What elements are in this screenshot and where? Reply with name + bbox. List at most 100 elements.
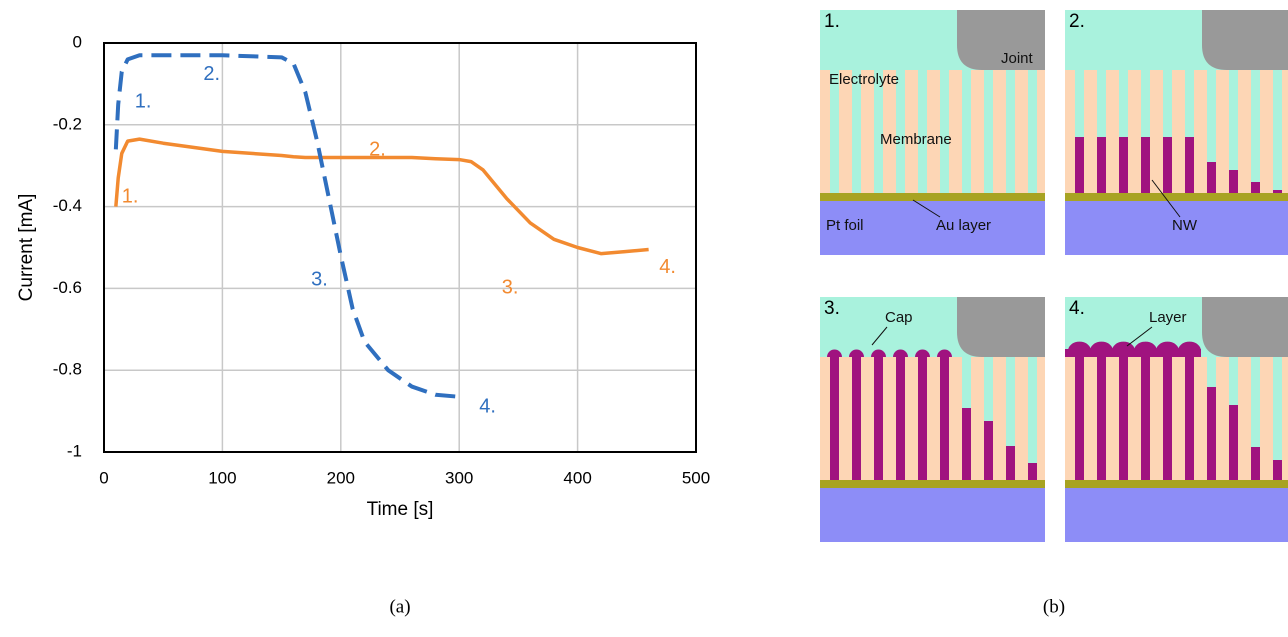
au-layer [1065, 193, 1288, 201]
nw-cap [915, 349, 930, 357]
pore [1006, 70, 1015, 193]
layer-bump [1090, 341, 1113, 351]
annotation: 4. [479, 395, 496, 417]
leader-line [1151, 179, 1181, 218]
y-tick-label: -0.2 [53, 114, 82, 133]
nanowire [830, 357, 839, 480]
diagram-panel: 1. [820, 10, 1045, 255]
annotation: 2. [369, 138, 386, 160]
panel-step: 3. [824, 298, 840, 319]
x-axis-title: Time [s] [367, 499, 434, 520]
caption-a: (a) [389, 596, 410, 617]
pt-foil [820, 201, 1045, 255]
y-tick-label: -1 [67, 441, 82, 460]
layer-bump [1178, 341, 1201, 351]
nw-cap [827, 349, 842, 357]
pore [1028, 357, 1037, 480]
pore [1075, 70, 1084, 193]
annotation: 4. [659, 256, 676, 278]
pore [830, 70, 839, 193]
au-layer [820, 193, 1045, 201]
nanowire [1229, 405, 1238, 480]
annotation: 3. [311, 269, 328, 291]
pore [1119, 70, 1128, 193]
leader-line [1126, 326, 1153, 347]
leader-line [871, 326, 888, 346]
nanowire [1229, 170, 1238, 193]
x-tick-label: 500 [682, 468, 710, 487]
au-layer [820, 480, 1045, 488]
diagram-label: Au layer [936, 217, 991, 234]
nanowire [918, 357, 927, 480]
nanowire [1163, 357, 1172, 480]
panel-step: 1. [824, 11, 840, 32]
nanowire [1273, 190, 1282, 193]
nw-cap [937, 349, 952, 357]
pore [940, 70, 949, 193]
nw-layer [1065, 349, 1201, 357]
joint [957, 297, 1045, 357]
y-axis-title: Current [mA] [16, 194, 37, 302]
series-line [114, 137, 649, 256]
nanowire [1028, 463, 1037, 480]
y-tick-label: 0 [73, 32, 82, 51]
nanowire [896, 357, 905, 480]
pore [1006, 357, 1015, 480]
nanowire [1141, 137, 1150, 193]
diagram-panel: 4. [1065, 297, 1288, 542]
diagram-panel: 3. [820, 297, 1045, 542]
nanowire [1207, 162, 1216, 193]
x-tick-label: 300 [445, 468, 473, 487]
y-tick-label: -0.4 [53, 196, 82, 215]
pore [1028, 70, 1037, 193]
nw-cap [871, 349, 886, 357]
pt-foil [820, 488, 1045, 542]
x-tick-label: 100 [208, 468, 236, 487]
nanowire [1185, 137, 1194, 193]
pore [1251, 70, 1260, 193]
layer-bump [1068, 341, 1091, 351]
x-tick-label: 200 [327, 468, 355, 487]
annotation: 1. [122, 185, 139, 207]
annotation: 1. [135, 91, 152, 113]
x-tick-label: 400 [563, 468, 591, 487]
au-layer [1065, 480, 1288, 488]
nanowire [1097, 357, 1106, 480]
series-line [113, 53, 460, 399]
nanowire [1119, 137, 1128, 193]
panel-step: 4. [1069, 298, 1085, 319]
nanowire [962, 408, 971, 480]
joint [957, 10, 1045, 70]
layer-bump [1134, 341, 1157, 351]
pore [1163, 70, 1172, 193]
nanowire [1273, 460, 1282, 480]
pore [984, 357, 993, 480]
nanowire [852, 357, 861, 480]
caption-b: (b) [1043, 596, 1065, 617]
nw-cap [893, 349, 908, 357]
pore [1229, 70, 1238, 193]
diagram-label: Cap [885, 309, 913, 326]
pore [1207, 70, 1216, 193]
pore [852, 70, 861, 193]
diagram-label: Membrane [880, 131, 952, 148]
nanowire [984, 421, 993, 480]
nanowire [1185, 357, 1194, 480]
pore [1251, 357, 1260, 480]
pore [1185, 70, 1194, 193]
pore [962, 70, 971, 193]
nanowire [1006, 446, 1015, 480]
pore [984, 70, 993, 193]
nanowire [1097, 137, 1106, 193]
pt-foil [1065, 201, 1288, 255]
nanowire [1141, 357, 1150, 480]
nanowire [1075, 357, 1084, 480]
pore [896, 70, 905, 193]
nanowire [1251, 447, 1260, 480]
nanowire [1163, 137, 1172, 193]
nanowire [1075, 137, 1084, 193]
diagram-panel: 2. [1065, 10, 1288, 255]
pore [1273, 70, 1282, 193]
plot-frame [103, 42, 697, 453]
